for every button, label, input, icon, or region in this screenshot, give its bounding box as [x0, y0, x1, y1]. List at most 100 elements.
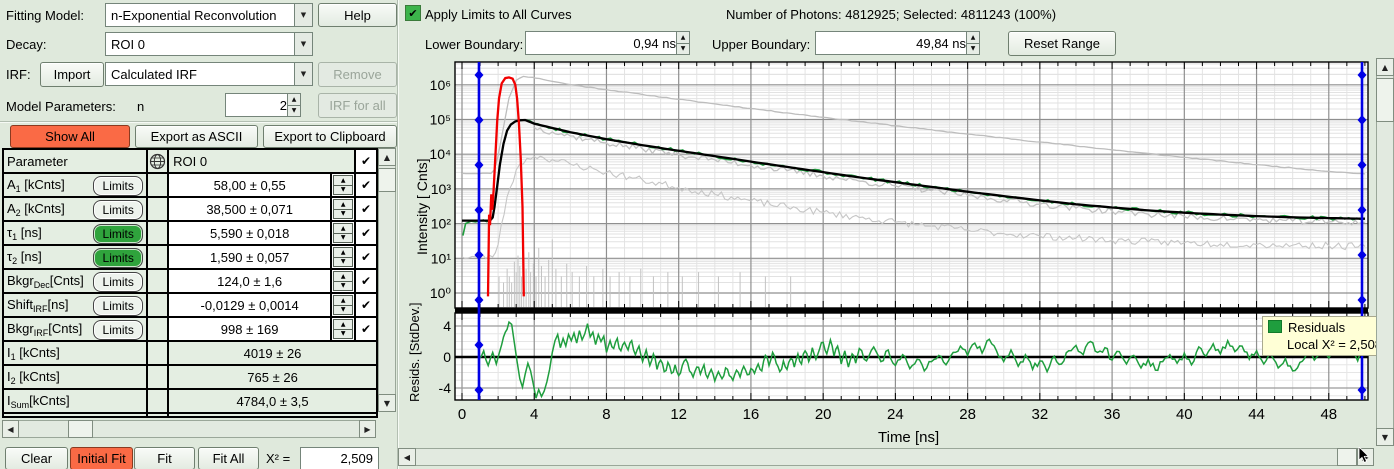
- spin-down-icon[interactable]: ▼: [333, 257, 354, 267]
- spin-up-icon[interactable]: ▲: [287, 93, 301, 106]
- spin-up-icon[interactable]: ▲: [333, 271, 354, 282]
- limits-button[interactable]: Limits: [93, 296, 144, 316]
- chart-scroll-up-icon[interactable]: ▲: [1376, 58, 1394, 76]
- chevron-down-icon[interactable]: ▼: [294, 33, 312, 55]
- row-checkbox[interactable]: ✔: [356, 222, 376, 244]
- spin-up-icon[interactable]: ▲: [333, 295, 354, 306]
- lower-boundary-spinner[interactable]: ▲ ▼: [676, 31, 690, 55]
- spin-up-icon[interactable]: ▲: [333, 319, 354, 330]
- value-spinner[interactable]: ▲ ▼: [332, 222, 357, 244]
- spin-down-icon[interactable]: ▼: [333, 305, 354, 315]
- spin-up-icon[interactable]: ▲: [333, 223, 354, 234]
- apply-limits-checkbox[interactable]: ✔: [405, 5, 421, 21]
- header-curve-name[interactable]: ROI 0: [169, 150, 357, 172]
- chart-scroll-down-icon[interactable]: ▼: [1376, 428, 1394, 446]
- irf-dropdown[interactable]: Calculated IRF ▼: [105, 62, 313, 86]
- parameter-value[interactable]: 38,500 ± 0,071: [169, 198, 333, 220]
- boundary-handle-icon[interactable]: [474, 205, 484, 215]
- table-vscroll-thumb[interactable]: [378, 168, 396, 192]
- clear-button[interactable]: Clear: [5, 447, 68, 469]
- boundary-handle-icon[interactable]: [474, 295, 484, 305]
- spin-up-icon[interactable]: ▲: [966, 31, 980, 44]
- table-scroll-right-icon[interactable]: ▶: [359, 420, 376, 438]
- boundary-handle-icon[interactable]: [1357, 115, 1367, 125]
- parameter-value[interactable]: 998 ± 169: [169, 318, 333, 340]
- parameter-value[interactable]: 5,590 ± 0,018: [169, 222, 333, 244]
- spin-down-icon[interactable]: ▼: [966, 43, 980, 55]
- table-scroll-down-icon[interactable]: ▼: [378, 394, 396, 412]
- boundary-handle-icon[interactable]: [474, 250, 484, 260]
- limits-button[interactable]: Limits: [93, 320, 144, 340]
- boundary-handle-icon[interactable]: [474, 70, 484, 80]
- boundary-handle-icon[interactable]: [1357, 205, 1367, 215]
- upper-boundary-input[interactable]: 49,84 ns: [815, 31, 972, 55]
- header-check[interactable]: ✔: [356, 150, 376, 172]
- row-checkbox[interactable]: ✔: [356, 174, 376, 196]
- boundary-handle-icon[interactable]: [1357, 70, 1367, 80]
- row-checkbox[interactable]: ✔: [356, 246, 376, 268]
- reset-range-button[interactable]: Reset Range: [1008, 31, 1116, 56]
- row-checkbox[interactable]: ✔: [356, 198, 376, 220]
- lower-boundary-input[interactable]: 0,94 ns: [525, 31, 682, 55]
- table-hscroll-thumb[interactable]: [68, 420, 93, 438]
- row-checkbox[interactable]: ✔: [356, 270, 376, 292]
- chevron-down-icon[interactable]: ▼: [294, 63, 312, 85]
- help-button[interactable]: Help: [318, 3, 397, 27]
- show-all-button[interactable]: Show All: [10, 125, 130, 148]
- boundary-handle-icon[interactable]: [1357, 385, 1367, 395]
- import-irf-button[interactable]: Import: [40, 62, 104, 87]
- value-spinner[interactable]: ▲ ▼: [332, 174, 357, 196]
- chart-scroll-left-icon[interactable]: ◀: [398, 448, 416, 466]
- fit-button[interactable]: Fit: [134, 447, 195, 469]
- limits-button[interactable]: Limits: [93, 200, 144, 220]
- table-hscrollbar[interactable]: [2, 420, 376, 438]
- boundary-handle-icon[interactable]: [1357, 160, 1367, 170]
- table-scroll-up-icon[interactable]: ▲: [378, 148, 396, 166]
- boundary-handle-icon[interactable]: [474, 385, 484, 395]
- value-spinner[interactable]: ▲ ▼: [332, 270, 357, 292]
- decay-dropdown[interactable]: ROI 0 ▼: [105, 32, 313, 56]
- row-checkbox[interactable]: ✔: [356, 318, 376, 340]
- spin-down-icon[interactable]: ▼: [333, 233, 354, 243]
- fitting-model-dropdown[interactable]: n-Exponential Reconvolution ▼: [105, 3, 313, 27]
- spin-up-icon[interactable]: ▲: [333, 175, 354, 186]
- spin-down-icon[interactable]: ▼: [333, 329, 354, 339]
- spin-up-icon[interactable]: ▲: [676, 31, 690, 44]
- chevron-down-icon[interactable]: ▼: [294, 4, 312, 26]
- chart-hscroll-thumb[interactable]: [1337, 448, 1357, 466]
- spin-down-icon[interactable]: ▼: [676, 43, 690, 55]
- parameter-value[interactable]: 124,0 ± 1,6: [169, 270, 333, 292]
- limits-button[interactable]: Limits: [93, 176, 144, 196]
- boundary-handle-icon[interactable]: [474, 340, 484, 350]
- value-spinner[interactable]: ▲ ▼: [332, 318, 357, 340]
- limits-button[interactable]: Limits: [93, 224, 144, 244]
- boundary-handle-icon[interactable]: [1357, 250, 1367, 260]
- boundary-handle-icon[interactable]: [474, 115, 484, 125]
- limits-button[interactable]: Limits: [93, 248, 144, 268]
- spin-down-icon[interactable]: ▼: [333, 209, 354, 219]
- parameter-value[interactable]: -0,0129 ± 0,0014: [169, 294, 333, 316]
- value-spinner[interactable]: ▲ ▼: [332, 198, 357, 220]
- n-spinner[interactable]: ▲ ▼: [287, 93, 301, 117]
- initial-fit-button[interactable]: Initial Fit: [70, 447, 133, 469]
- chart-hscrollbar[interactable]: [398, 448, 1374, 466]
- limits-button[interactable]: Limits: [93, 272, 144, 292]
- spin-down-icon[interactable]: ▼: [333, 281, 354, 291]
- table-scroll-left-icon[interactable]: ◀: [2, 420, 19, 438]
- spin-up-icon[interactable]: ▲: [333, 199, 354, 210]
- globe-icon[interactable]: [148, 150, 170, 172]
- value-spinner[interactable]: ▲ ▼: [332, 246, 357, 268]
- boundary-handle-icon[interactable]: [1357, 295, 1367, 305]
- export-ascii-button[interactable]: Export as ASCII: [135, 125, 258, 148]
- n-input[interactable]: 2: [225, 93, 293, 117]
- boundary-handle-icon[interactable]: [474, 160, 484, 170]
- spin-up-icon[interactable]: ▲: [333, 247, 354, 258]
- spin-down-icon[interactable]: ▼: [287, 105, 301, 117]
- row-checkbox[interactable]: ✔: [356, 294, 376, 316]
- chart-vscroll-thumb[interactable]: [1376, 78, 1394, 122]
- value-spinner[interactable]: ▲ ▼: [332, 294, 357, 316]
- fit-all-button[interactable]: Fit All: [198, 447, 259, 469]
- upper-boundary-spinner[interactable]: ▲ ▼: [966, 31, 980, 55]
- spin-down-icon[interactable]: ▼: [333, 185, 354, 195]
- parameter-value[interactable]: 58,00 ± 0,55: [169, 174, 333, 196]
